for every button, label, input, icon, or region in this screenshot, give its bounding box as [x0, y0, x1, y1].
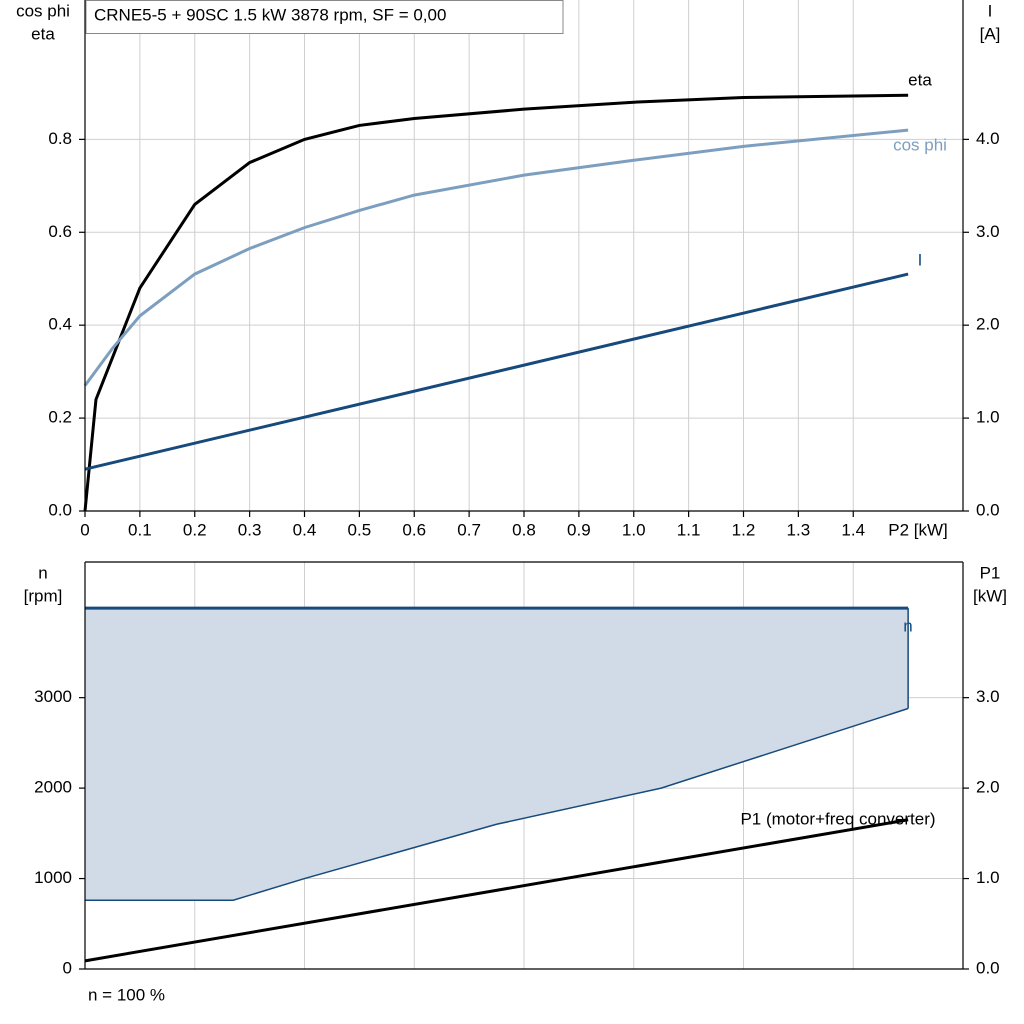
y2-axis-label: P1: [980, 563, 1001, 582]
y-tick-label: 0.4: [48, 315, 72, 334]
y-tick-label: 0.8: [48, 129, 72, 148]
area-lower-line: [85, 707, 909, 902]
series-label: I: [918, 250, 923, 269]
y-tick-label: 0.6: [48, 222, 72, 241]
y-axis-label: n: [38, 563, 47, 582]
series-line: [84, 272, 909, 471]
x-tick-label: 0.5: [348, 520, 372, 539]
series-line: [83, 93, 909, 512]
y2-axis-label: [kW]: [973, 586, 1007, 605]
y-tick-label: 2000: [34, 778, 72, 797]
x-tick-label: 0.6: [402, 520, 426, 539]
y2-tick-label: 1.0: [976, 868, 1000, 887]
y2-tick-label: 3.0: [976, 687, 1000, 706]
x-tick-label: 0.1: [128, 520, 152, 539]
y2-tick-label: 2.0: [976, 778, 1000, 797]
x-tick-label: 1.3: [787, 520, 811, 539]
y-tick-label: 1000: [34, 868, 72, 887]
y2-axis-label: I: [988, 1, 993, 20]
x-tick-label: 1.4: [841, 520, 865, 539]
x-tick-label: 1.2: [732, 520, 756, 539]
series-line: [83, 128, 909, 387]
x-tick-label: 0.3: [238, 520, 262, 539]
y-axis-label: eta: [31, 24, 55, 43]
footnote: n = 100 %: [88, 985, 165, 1004]
series-label: eta: [908, 70, 932, 89]
y2-tick-label: 2.0: [976, 315, 1000, 334]
y-axis-label: [rpm]: [24, 586, 63, 605]
y2-tick-label: 0.0: [976, 958, 1000, 977]
x-axis-label: P2 [kW]: [888, 520, 948, 539]
y-tick-label: 0.0: [48, 500, 72, 519]
y2-tick-label: 3.0: [976, 222, 1000, 241]
y2-tick-label: 4.0: [976, 129, 1000, 148]
area: [85, 608, 909, 901]
y-axis-label: cos phi: [16, 1, 70, 20]
y2-axis-label: [A]: [980, 24, 1001, 43]
x-tick-label: 0.2: [183, 520, 207, 539]
x-tick-label: 0.9: [567, 520, 591, 539]
x-tick-label: 0.8: [512, 520, 536, 539]
title-box: [85, 0, 564, 34]
x-tick-label: 1.1: [677, 520, 701, 539]
x-tick-label: 0.7: [457, 520, 481, 539]
series-label: P1 (motor+freq converter): [740, 809, 935, 828]
y-tick-label: 3000: [34, 687, 72, 706]
y-tick-label: 0: [63, 958, 72, 977]
series-label: n: [903, 616, 912, 635]
y2-tick-label: 1.0: [976, 408, 1000, 427]
x-tick-label: 0.4: [293, 520, 317, 539]
y-tick-label: 0.2: [48, 408, 72, 427]
chart-title: CRNE5-5 + 90SC 1.5 kW 3878 rpm, SF = 0,0…: [94, 5, 446, 24]
y2-tick-label: 0.0: [976, 500, 1000, 519]
x-tick-label: 0: [80, 520, 89, 539]
series-line: [84, 818, 909, 963]
series-label: cos phi: [893, 135, 947, 154]
x-tick-label: 1.0: [622, 520, 646, 539]
